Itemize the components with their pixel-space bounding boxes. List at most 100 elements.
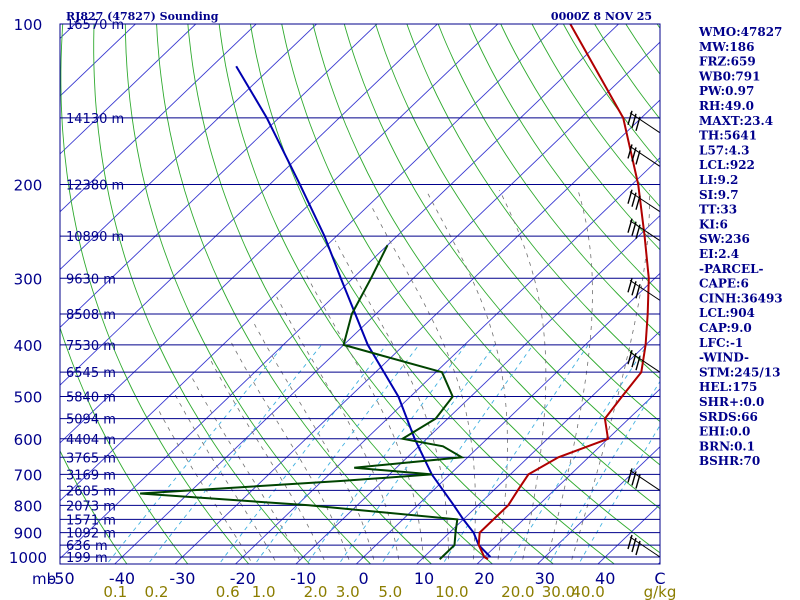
height-label: 636 m: [66, 539, 108, 554]
sounding-index: WB0:791: [698, 69, 760, 83]
temperature-tick-label: -30: [169, 569, 195, 588]
sounding-index: -PARCEL-: [699, 262, 764, 276]
sounding-index: LCL:904: [699, 306, 755, 320]
dry-adiabat-line: [312, 24, 660, 510]
mixing-ratio-label: 1.0: [252, 583, 276, 600]
isotherm-line: [536, 446, 660, 564]
temperature-tick-label: -50: [49, 569, 75, 588]
moist-adiabat-line: [371, 206, 476, 564]
mixing-ratio-line: [548, 380, 660, 564]
sounding-index: RH:49.0: [699, 99, 754, 113]
temperature-trace: [477, 24, 650, 561]
dry-adiabat-line: [187, 24, 494, 564]
pressure-label: 600: [14, 431, 43, 449]
sounding-index: EHI:0.0: [699, 425, 750, 439]
sounding-index: STM:245/13: [699, 365, 780, 379]
isotherm-line: [60, 24, 197, 155]
height-label: 4404 m: [66, 433, 116, 448]
pressure-label: 400: [14, 337, 43, 355]
mixing-ratio-label: 20.0: [501, 583, 534, 600]
sounding-index: MAXT:23.4: [699, 114, 773, 128]
sounding-index: SRDS:66: [699, 410, 758, 424]
wind-barb: [627, 349, 661, 373]
height-label: 10890 m: [66, 230, 124, 245]
isotherm-line: [114, 41, 660, 564]
height-label: 9630 m: [66, 272, 116, 287]
dry-adiabat-line: [60, 24, 250, 564]
temperature-tick-label: C: [654, 569, 665, 588]
isotherm-line: [416, 330, 660, 564]
moist-adiabat-line: [499, 190, 547, 564]
dry-adiabat-line: [437, 24, 660, 337]
height-label: 3765 m: [66, 451, 116, 466]
pressure-label: 1000: [9, 549, 47, 567]
dry-adiabat-line: [124, 24, 372, 564]
isotherm-line: [174, 99, 660, 564]
sounding-index: CINH:36493: [699, 291, 783, 305]
mixing-ratio-label: 0.1: [103, 583, 127, 600]
pressure-label: 700: [14, 466, 43, 484]
mixing-ratio-line: [218, 344, 387, 564]
height-label: 6545 m: [66, 366, 116, 381]
sounding-index: SW:236: [699, 232, 750, 246]
mixing-ratio-label: 2.0: [304, 583, 328, 600]
mixing-ratio-label: 5.0: [378, 583, 402, 600]
mixing-ratio-line: [106, 344, 285, 564]
height-label: 7530 m: [66, 339, 116, 354]
temperature-tick-label: -20: [230, 569, 256, 588]
sounding-index: SI:9.7: [699, 188, 739, 202]
pressure-label: 100: [14, 16, 43, 34]
isotherm-line: [60, 24, 378, 328]
sounding-index: KI:6: [699, 217, 728, 231]
sounding-index: LFC:-1: [699, 336, 743, 350]
temperature-tick-label: 30: [535, 569, 555, 588]
moist-adiabat-line: [425, 190, 508, 564]
pressure-label: 500: [14, 389, 43, 407]
station-title: RJ827 (47827) Sounding: [66, 10, 219, 23]
height-label: 5094 m: [66, 413, 116, 428]
temperature-tick-label: 40: [595, 569, 615, 588]
sounding-index: BSHR:70: [699, 454, 760, 468]
height-label: 5840 m: [66, 391, 116, 406]
sounding-index: TT:33: [699, 203, 737, 217]
mixing-ratio-line: [380, 344, 534, 564]
moist-adiabat-line: [174, 394, 278, 564]
temperature-tick-label: 0: [359, 569, 369, 588]
isotherm-line: [60, 24, 318, 271]
isotherm-line: [234, 157, 660, 564]
height-label: 16570 m: [66, 18, 124, 33]
isotherm-line: [60, 24, 439, 386]
height-label: 1092 m: [66, 527, 116, 542]
sounding-index: EI:2.4: [699, 247, 739, 261]
moist-adiabat-line: [157, 407, 254, 564]
sounding-index: TH:5641: [699, 129, 757, 143]
mixing-ratio-line: [442, 344, 589, 564]
height-label: 14130 m: [66, 112, 124, 127]
sounding-index: MW:186: [699, 40, 754, 54]
dry-adiabat-line: [531, 24, 660, 208]
sounding-index: -WIND-: [699, 351, 749, 365]
temperature-tick-label: 20: [474, 569, 494, 588]
temperature-tick-label: -10: [290, 569, 316, 588]
sounding-index: FRZ:659: [699, 55, 756, 69]
dry-adiabat-line: [343, 24, 660, 466]
dry-adiabat-line: [406, 24, 660, 380]
dry-adiabat-line: [594, 24, 660, 120]
pressure-unit: mb: [32, 570, 56, 588]
wind-barb: [627, 110, 661, 134]
sounding-index: PW:0.97: [699, 84, 754, 98]
wind-barb: [627, 144, 661, 167]
mixing-ratio-label: 0.2: [145, 583, 169, 600]
height-label: 1571 m: [66, 513, 116, 528]
mixing-ratio-line: [578, 424, 660, 564]
dry-adiabat-line: [156, 24, 433, 564]
sounding-index: LI:9.2: [699, 173, 738, 187]
mixing-ratio-label: 3.0: [336, 583, 360, 600]
height-label: 199 m: [66, 551, 108, 566]
height-label: 2073 m: [66, 499, 116, 514]
height-label: 2605 m: [66, 484, 116, 499]
plot-frame: [59, 23, 661, 565]
pressure-label: 200: [14, 176, 43, 194]
sounding-index: BRN:0.1: [699, 439, 755, 453]
